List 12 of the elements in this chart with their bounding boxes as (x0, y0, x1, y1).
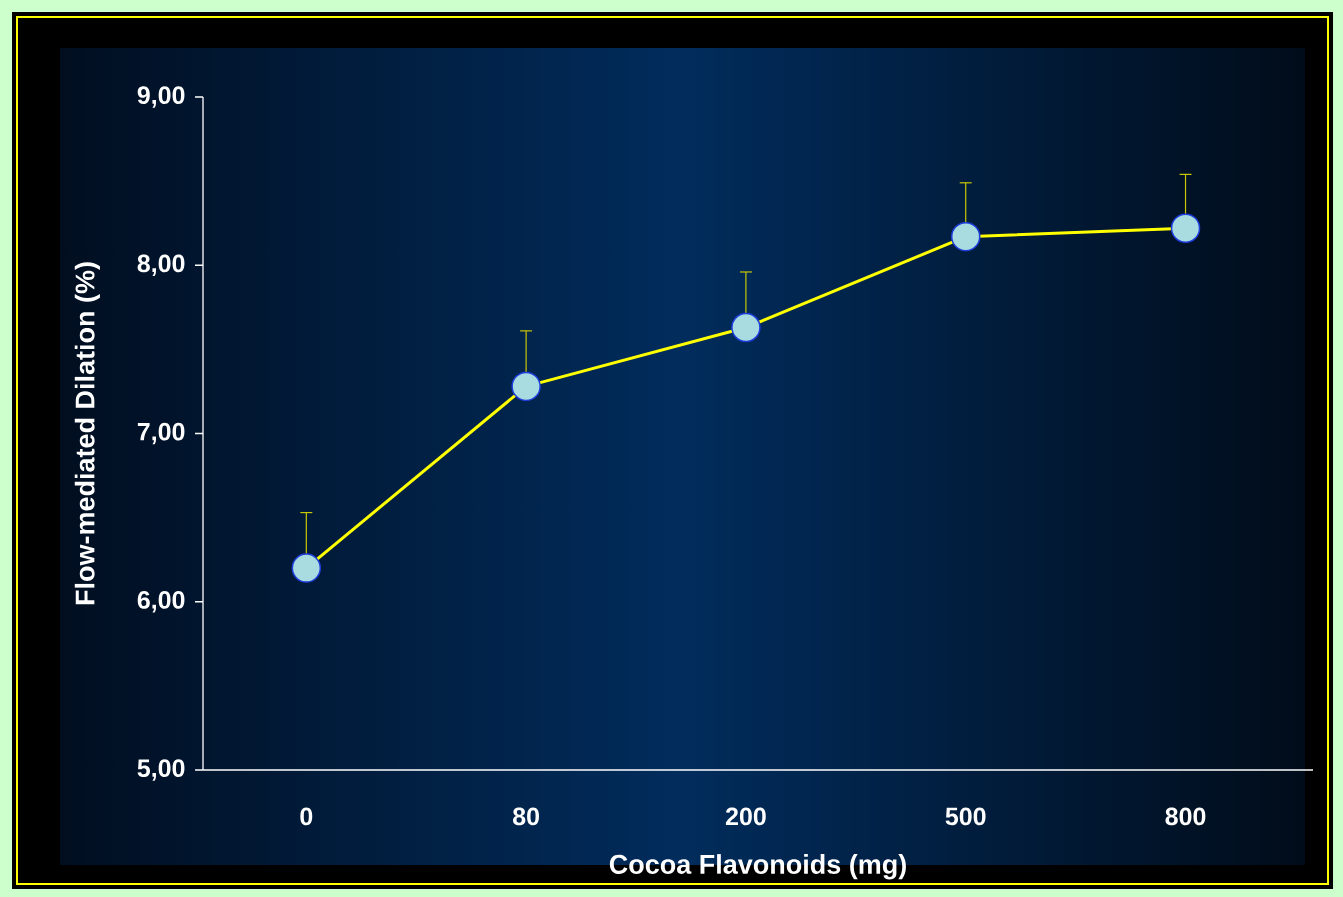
x-tick-label: 0 (300, 807, 313, 826)
x-tick-label: 80 (513, 807, 539, 826)
y-tick-label: 7,00 (137, 422, 185, 445)
x-tick-label: 500 (945, 807, 986, 826)
x-axis-title: Cocoa Flavonoids (mg) (609, 854, 906, 880)
y-tick-label: 8,00 (137, 254, 185, 276)
x-tick-label: 800 (1165, 807, 1206, 826)
y-tick-label: 6,00 (137, 591, 185, 613)
x-tick-label: 200 (725, 807, 766, 826)
y-axis-title: Flow-mediated Dilation (%) (74, 262, 100, 605)
y-tick-label: 9,00 (137, 86, 185, 108)
y-tick-label: 5,00 (137, 759, 185, 781)
